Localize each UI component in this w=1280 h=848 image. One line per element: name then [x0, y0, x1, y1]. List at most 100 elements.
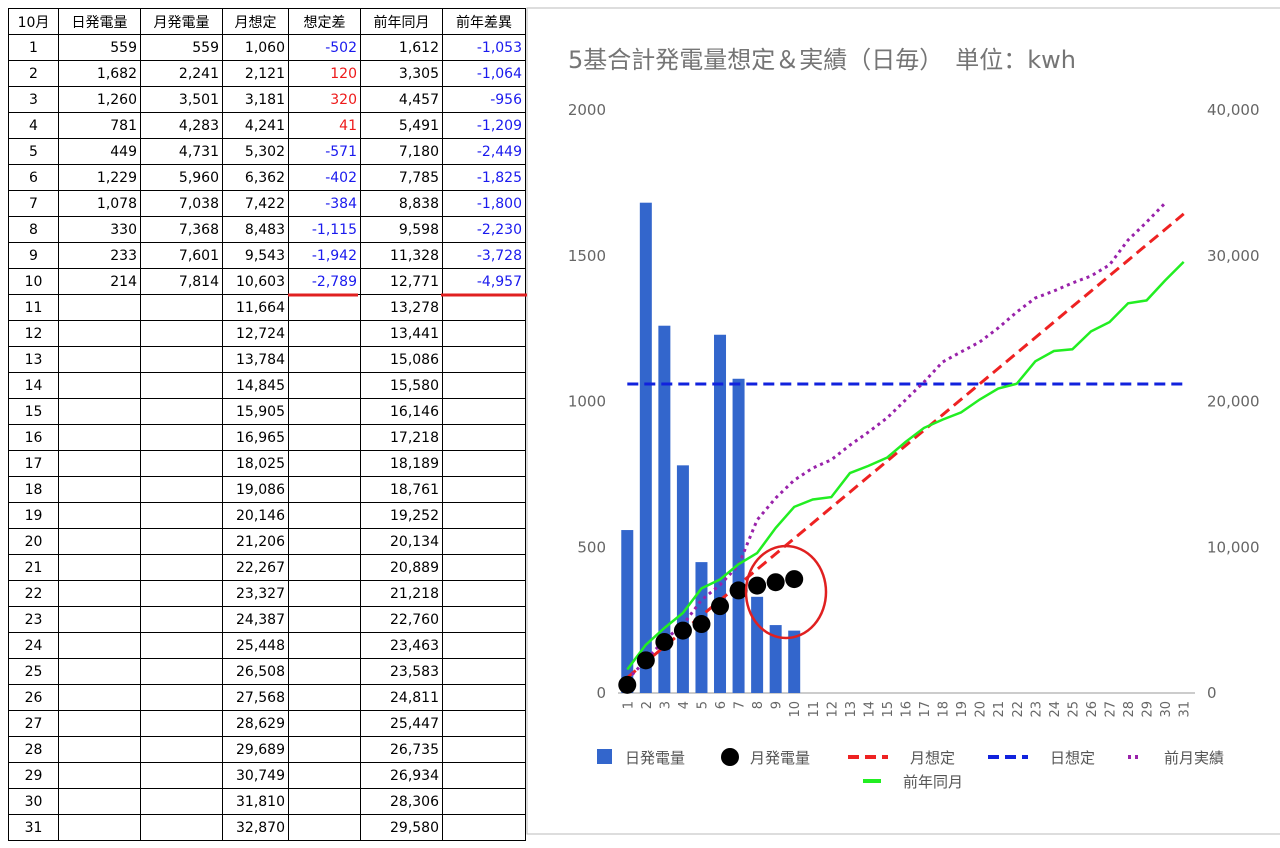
cell	[442, 684, 526, 711]
cell: 28	[8, 736, 59, 763]
cell: 19	[8, 502, 59, 529]
bar	[788, 630, 801, 693]
cell	[58, 294, 141, 321]
line-series	[626, 261, 1185, 671]
cell: 15,905	[222, 398, 289, 425]
x-tick-label: 17	[918, 701, 933, 718]
y2-tick-label: 20,000	[1207, 393, 1260, 411]
cell	[442, 736, 526, 763]
bar	[676, 465, 689, 693]
spreadsheet: 10月 日発電量 月発電量 月想定 想定差 前年同月 前年差異 1 559 559 1,060 -50…	[8, 8, 526, 841]
cell: 29,689	[222, 736, 289, 763]
dot	[655, 632, 674, 651]
cell	[58, 814, 141, 841]
cell	[442, 710, 526, 737]
cell: 4,241	[222, 112, 289, 139]
cell	[58, 450, 141, 477]
cell: 31,810	[222, 788, 289, 815]
line-series	[626, 201, 1167, 681]
cell	[442, 450, 526, 477]
table-row: 9 233 7,601 9,543 -1,942 11,328 -3,728	[8, 242, 526, 269]
cell: 1,078	[58, 190, 141, 217]
legend-swatch	[721, 748, 739, 766]
legend-label: 前月実績	[1164, 749, 1224, 767]
x-tick-label: 20	[974, 701, 989, 718]
x-tick-label: 11	[807, 701, 822, 718]
cell: 22	[8, 580, 59, 607]
cell: 15	[8, 398, 59, 425]
bar	[751, 596, 764, 693]
x-tick-label: 25	[1066, 701, 1081, 718]
x-tick-label: 29	[1141, 701, 1156, 718]
cell: 7,814	[140, 268, 223, 295]
cell: 7	[8, 190, 59, 217]
x-tick-label: 22	[1011, 701, 1026, 718]
cell: 9	[8, 242, 59, 269]
dot	[785, 570, 804, 589]
x-tick-label: 1	[621, 701, 636, 709]
table-row: 10月 日発電量 月発電量 月想定 想定差 前年同月 前年差異	[8, 8, 526, 35]
cell	[58, 554, 141, 581]
cell	[288, 814, 361, 841]
cell	[140, 658, 223, 685]
dot	[748, 576, 767, 595]
cell	[288, 372, 361, 399]
cell: 7,601	[140, 242, 223, 269]
legend-swatch	[597, 749, 612, 764]
cell: 23,327	[222, 580, 289, 607]
chart-panel	[526, 7, 1280, 835]
x-tick-label: 24	[1048, 701, 1063, 718]
cell: 1	[8, 34, 59, 61]
legend-label: 月発電量	[750, 749, 810, 767]
dot	[766, 573, 785, 592]
cell: -1,064	[442, 60, 526, 87]
cell: 330	[58, 216, 141, 243]
cell: 24,387	[222, 606, 289, 633]
cell: 10	[8, 268, 59, 295]
cell: 17,218	[360, 424, 443, 451]
table-row: 1 559 559 1,060 -502 1,612 -1,053	[8, 34, 526, 61]
cell	[442, 814, 526, 841]
cell	[288, 294, 361, 321]
x-tick-label: 12	[825, 701, 840, 718]
y2-tick-label: 40,000	[1207, 101, 1260, 119]
cell	[140, 632, 223, 659]
bar	[732, 378, 745, 693]
cell: 26,735	[360, 736, 443, 763]
table-row: 26 27,568 24,811	[8, 684, 526, 711]
cell	[58, 606, 141, 633]
cell: 10月	[8, 8, 59, 35]
cell: 449	[58, 138, 141, 165]
x-tick-label: 19	[955, 701, 970, 718]
cell	[442, 580, 526, 607]
cell	[58, 710, 141, 737]
x-tick-label: 18	[937, 701, 952, 718]
dot	[692, 615, 711, 634]
table-row: 18 19,086 18,761	[8, 476, 526, 503]
table-row: 31 32,870 29,580	[8, 814, 526, 841]
cell: 29	[8, 762, 59, 789]
cell: 20,146	[222, 502, 289, 529]
table-row: 21 22,267 20,889	[8, 554, 526, 581]
cell: 2,241	[140, 60, 223, 87]
cell: 25	[8, 658, 59, 685]
cell: 8,483	[222, 216, 289, 243]
x-tick-label: 28	[1122, 701, 1137, 718]
cell	[288, 684, 361, 711]
cell	[288, 554, 361, 581]
x-tick-label: 23	[1029, 701, 1044, 718]
cell: 12,724	[222, 320, 289, 347]
table-row: 11 11,664 13,278	[8, 294, 526, 321]
x-tick-label: 14	[862, 701, 877, 718]
cell	[140, 710, 223, 737]
cell: -1,800	[442, 190, 526, 217]
cell: 1,229	[58, 164, 141, 191]
cell: 27	[8, 710, 59, 737]
cell: 月想定	[222, 8, 289, 35]
cell: 23,463	[360, 632, 443, 659]
cell	[58, 632, 141, 659]
cell: 3	[8, 86, 59, 113]
cell: 10,603	[222, 268, 289, 295]
